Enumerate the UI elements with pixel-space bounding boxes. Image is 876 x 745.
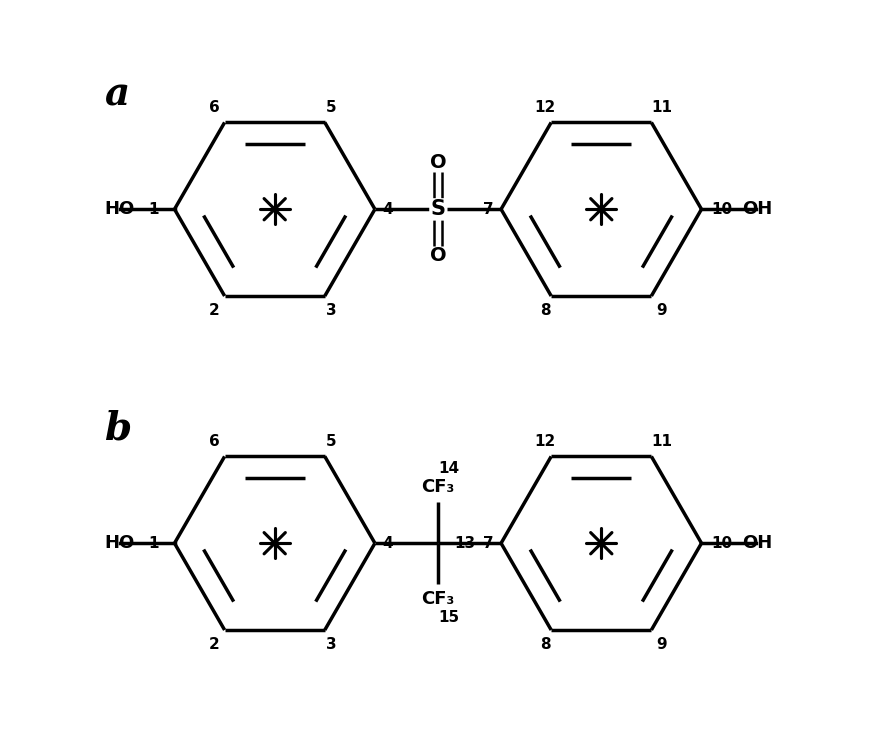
Text: 10: 10 <box>711 536 733 551</box>
Text: 10: 10 <box>711 202 733 217</box>
Text: 7: 7 <box>484 536 494 551</box>
Text: 3: 3 <box>326 637 336 652</box>
Text: 13: 13 <box>455 536 476 551</box>
Text: 2: 2 <box>208 637 220 652</box>
Text: 12: 12 <box>534 434 555 449</box>
Text: 5: 5 <box>326 434 336 449</box>
Text: b: b <box>104 410 131 448</box>
Text: 4: 4 <box>382 536 392 551</box>
Text: 15: 15 <box>439 610 460 625</box>
Text: 11: 11 <box>651 101 672 115</box>
Text: 2: 2 <box>208 303 220 318</box>
Text: 7: 7 <box>484 202 494 217</box>
Text: a: a <box>104 75 130 113</box>
Text: OH: OH <box>742 200 772 218</box>
Text: 12: 12 <box>534 101 555 115</box>
Text: 4: 4 <box>382 202 392 217</box>
Text: 9: 9 <box>656 303 668 318</box>
Text: 9: 9 <box>656 637 668 652</box>
Text: 11: 11 <box>651 434 672 449</box>
Text: CF₃: CF₃ <box>421 478 455 496</box>
Text: HO: HO <box>104 200 134 218</box>
Text: O: O <box>430 247 446 265</box>
Text: 8: 8 <box>540 303 550 318</box>
Text: CF₃: CF₃ <box>421 590 455 608</box>
Text: 1: 1 <box>148 202 159 217</box>
Text: 6: 6 <box>208 101 220 115</box>
Text: 1: 1 <box>148 536 159 551</box>
Text: OH: OH <box>742 534 772 552</box>
Text: 6: 6 <box>208 434 220 449</box>
Text: 8: 8 <box>540 637 550 652</box>
Text: 3: 3 <box>326 303 336 318</box>
Text: O: O <box>430 153 446 172</box>
Text: S: S <box>430 199 446 219</box>
Text: 14: 14 <box>439 461 460 477</box>
Text: HO: HO <box>104 534 134 552</box>
Text: 5: 5 <box>326 101 336 115</box>
